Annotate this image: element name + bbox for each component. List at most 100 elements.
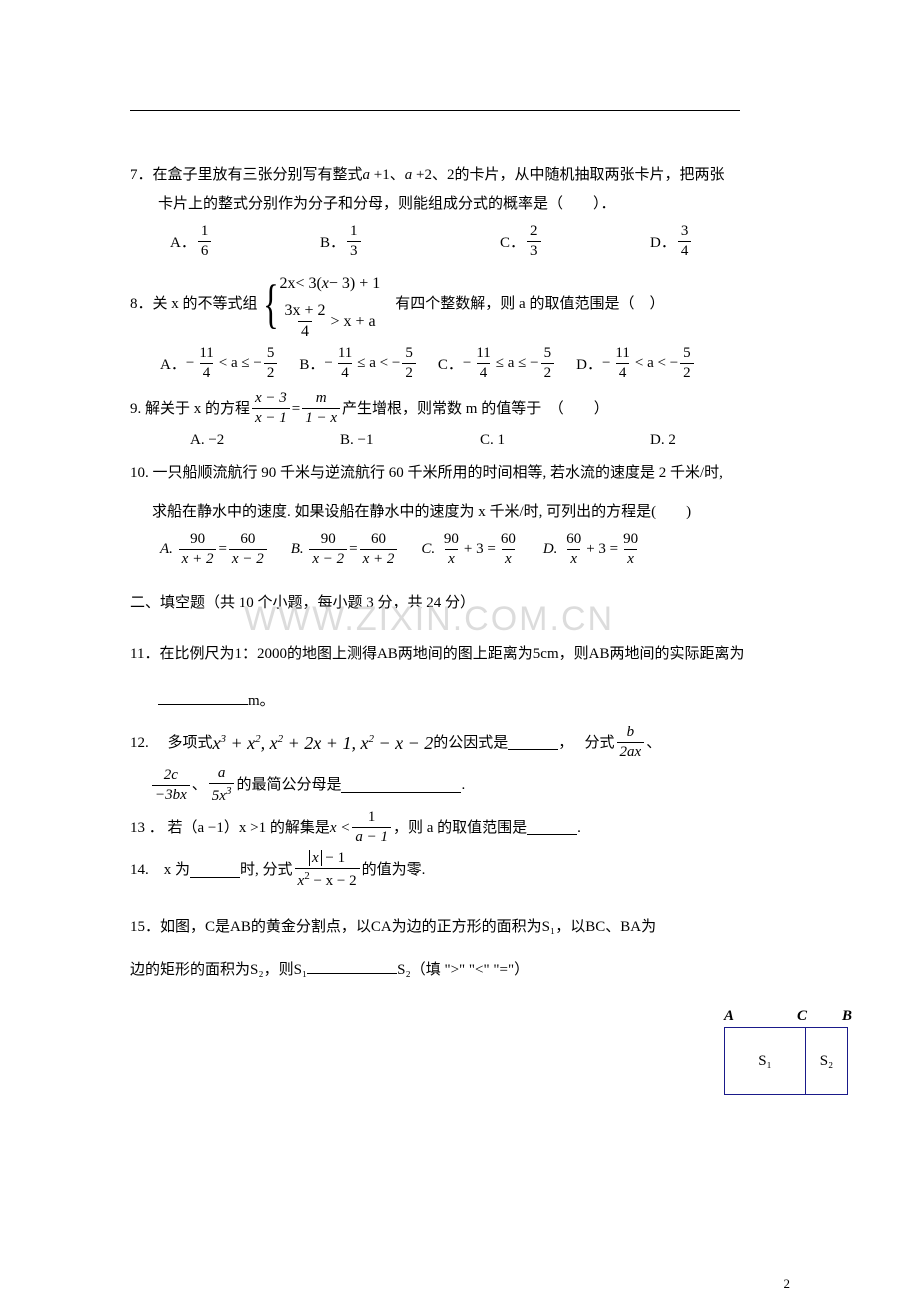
- q10c: C.: [421, 541, 435, 558]
- label-c: C: [797, 1008, 807, 1025]
- d: x + 2: [360, 549, 398, 567]
- q7-opt-b-label: B．: [320, 231, 345, 252]
- q7-opt-d-label: D．: [650, 231, 676, 252]
- n2: 5: [680, 346, 694, 363]
- d: x − 2: [309, 549, 347, 567]
- d: x + 2: [179, 549, 217, 567]
- d: x: [624, 549, 637, 567]
- q7-b-num: 1: [347, 224, 361, 241]
- q9c: C. 1: [480, 432, 650, 449]
- question-12b: 2c−3bx 、 a5x3 的最简公分母是.: [130, 766, 790, 804]
- n2: 5: [264, 346, 278, 363]
- q9-options: A. −2 B. −1 C. 1 D. 2: [190, 432, 790, 449]
- q12-mid: 的公因式是: [433, 729, 508, 758]
- section-2-title: 二、填空题（共 10 个小题，每小题 3 分，共 24 分）: [130, 591, 790, 612]
- d2: 2: [402, 363, 416, 381]
- n2: 5: [402, 346, 416, 363]
- box-s2: S₂: [806, 1027, 848, 1095]
- d: a − 1: [352, 827, 391, 845]
- q10b: B.: [291, 541, 304, 558]
- q8a: A．: [160, 353, 186, 374]
- q10d: D.: [543, 541, 558, 558]
- q14-tail: 的值为零.: [362, 856, 426, 885]
- label-b: B: [842, 1008, 852, 1025]
- n: 90: [441, 532, 462, 549]
- box-s1: S₁: [724, 1027, 806, 1095]
- p: x: [213, 733, 221, 753]
- d: x: [567, 549, 580, 567]
- abs: x: [309, 850, 322, 866]
- d: 4: [477, 363, 491, 381]
- n: 60: [237, 532, 258, 549]
- n2: 5: [541, 346, 555, 363]
- q15-l3: S₂（填 ">" "<" "="）: [397, 962, 529, 978]
- q9f2n: m: [313, 391, 330, 408]
- q8-s1l: 2x: [279, 269, 295, 299]
- q9-lead: 9. 解关于 x 的方程: [130, 395, 250, 424]
- n: 2c: [161, 768, 181, 785]
- q7-line2: 卡片上的整式分别作为分子和分母，则能组成分式的概率是（ ）．: [130, 190, 790, 219]
- m: −: [324, 355, 332, 372]
- p: + 2x + 1, x: [288, 733, 369, 753]
- d: 4: [200, 363, 214, 381]
- label-a: A: [724, 1008, 734, 1025]
- q8c: C．: [438, 353, 463, 374]
- q11-l1: 11．在比例尺为1：2000的地图上测得AB两地间的图上距离为5cm，则AB两地…: [130, 640, 790, 669]
- period: .: [461, 771, 465, 800]
- q15-l2: 边的矩形的面积为S₂，则S₁: [130, 962, 307, 978]
- page-number: 2: [784, 1276, 791, 1292]
- p: − x − 2: [378, 733, 433, 753]
- n: 90: [620, 532, 641, 549]
- blank: [307, 959, 397, 974]
- question-7: 7．在盒子里放有三张分别写有整式a +1、a +2、2的卡片，从中随机抽取两张卡…: [130, 161, 790, 218]
- p3: + 3 =: [586, 541, 618, 558]
- q7-opt-a-label: A．: [170, 231, 196, 252]
- m: −: [602, 355, 610, 372]
- q8b: B．: [299, 353, 324, 374]
- q8-s2n: 3x + 2: [281, 303, 328, 321]
- d: x − 2: [229, 549, 267, 567]
- d2: 2: [264, 363, 278, 381]
- q9f1n: x − 3: [252, 391, 290, 408]
- d2: − x − 2: [313, 873, 356, 889]
- brace-icon: {: [263, 283, 279, 326]
- blank: [508, 735, 558, 750]
- sep: 、: [192, 771, 207, 800]
- q8-s2r: > x + a: [330, 307, 375, 337]
- d: x: [445, 549, 458, 567]
- q12-lead: 12. 多项式: [130, 729, 213, 758]
- question-15: 15．如图，C是AB的黄金分割点，以CA为边的正方形的面积为S₁，以BC、BA为…: [130, 913, 670, 984]
- blank: [158, 690, 248, 705]
- p3: + 3 =: [464, 541, 496, 558]
- d: 4: [616, 363, 630, 381]
- q10-l2: 求船在静水中的速度. 如果设船在静水中的速度为 x 千米/时, 可列出的方程是(…: [130, 498, 790, 527]
- q7-d-den: 4: [678, 241, 692, 259]
- n: a: [215, 766, 229, 783]
- blank: [190, 863, 240, 878]
- n: 60: [563, 532, 584, 549]
- n: 1: [365, 810, 379, 827]
- q12-tail: 的最简公分母是: [236, 771, 341, 800]
- d: 4: [338, 363, 352, 381]
- blank: [341, 778, 461, 793]
- q7-d-num: 3: [678, 224, 692, 241]
- q13-lead: 13 ． 若（a −1）x >1 的解集是: [130, 814, 330, 843]
- q8d: D．: [576, 353, 602, 374]
- q7-c-den: 3: [527, 241, 541, 259]
- q9b: B. −1: [340, 432, 480, 449]
- q7-text-c: +2、2的卡片，从中随机抽取两张卡片，把两张: [412, 167, 724, 183]
- p: + x: [231, 733, 256, 753]
- n: 11: [473, 346, 493, 363]
- n: 90: [187, 532, 208, 549]
- q11-unit: m。: [248, 693, 275, 709]
- q7-opt-c-label: C．: [500, 231, 525, 252]
- n: 60: [498, 532, 519, 549]
- m: −: [463, 355, 471, 372]
- lt: x <: [330, 814, 351, 843]
- p: .: [577, 814, 581, 843]
- q7-a-den: 6: [198, 241, 212, 259]
- n: 60: [368, 532, 389, 549]
- q14-mid: 时, 分式: [240, 856, 293, 885]
- q8-options: A． −114 < a ≤ −52 B． −114 ≤ a < −52 C． −…: [160, 346, 790, 381]
- q7-b-den: 3: [347, 241, 361, 259]
